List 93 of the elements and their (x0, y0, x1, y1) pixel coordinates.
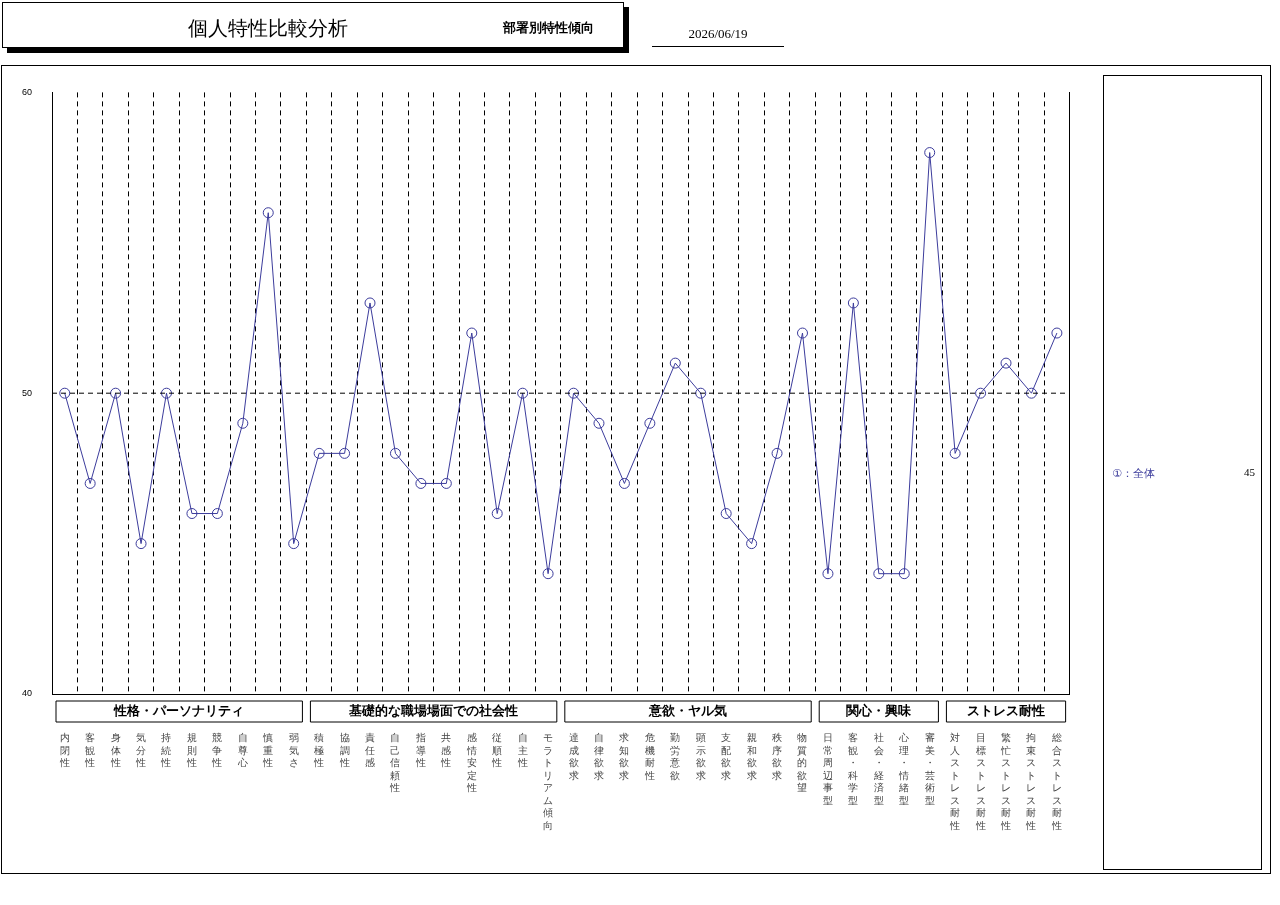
text: 2026/06/19 (652, 26, 784, 47)
point (186, 508, 198, 520)
point (59, 387, 71, 399)
text: 基礎的な職場場面での社会性 (348, 703, 519, 719)
point (110, 387, 122, 399)
x-tick-label: 自主性 (516, 732, 528, 768)
text: ストレス耐性 (967, 703, 1046, 719)
point (1000, 357, 1012, 369)
x-tick-label: 繁忙ストレス耐性 (1000, 732, 1012, 831)
point (389, 447, 401, 459)
x-tick-label: 責任感 (364, 732, 376, 768)
point (313, 447, 325, 459)
point (288, 538, 300, 550)
point (695, 387, 707, 399)
point (1025, 387, 1037, 399)
point (949, 447, 961, 459)
point (364, 297, 376, 309)
x-tick-label: 内閉性 (58, 732, 70, 768)
x-tick-label: 支配欲求 (721, 732, 732, 781)
x-tick-label: 自律欲求 (593, 732, 604, 781)
x-tick-label: 規則性 (185, 732, 197, 768)
x-tick-label: 心理・情緒型 (898, 732, 910, 806)
point (975, 387, 987, 399)
point (491, 508, 503, 520)
x-tick-label: 持続性 (160, 732, 172, 768)
x-tick-label: 審美・芸術型 (924, 732, 935, 806)
point (466, 327, 478, 339)
x-tick-label: 対人ストレス耐性 (949, 732, 961, 831)
point (771, 447, 783, 459)
text: 関心・興味 (846, 703, 913, 719)
x-tick-label: 感情安定性 (465, 732, 477, 793)
point (924, 147, 936, 159)
text: 45 (1244, 466, 1255, 478)
x-tick-label: 気分性 (135, 732, 147, 768)
point (517, 387, 529, 399)
point (669, 357, 681, 369)
x-tick-label: 達成欲求 (568, 732, 579, 781)
point (211, 508, 223, 520)
x-tick-label: 物質的欲望 (797, 732, 808, 793)
point (720, 508, 732, 520)
x-tick-label: 指導性 (414, 732, 426, 768)
x-tick-label: 積極性 (313, 732, 325, 768)
x-tick-label: 共感性 (440, 732, 452, 768)
point (822, 568, 834, 580)
y-tick-label: 50 (22, 387, 33, 398)
x-tick-label: 自己信頼性 (389, 732, 401, 793)
x-tick-label: 顕示欲求 (694, 732, 706, 781)
x-tick-label: 目標ストレス耐性 (974, 732, 986, 831)
x-tick-label: 協調性 (338, 732, 350, 768)
x-tick-label: 親和欲求 (746, 732, 757, 781)
x-tick-label: 日常周辺事型 (822, 732, 833, 806)
x-tick-label: 慎重性 (262, 732, 274, 768)
point (746, 538, 758, 550)
point (135, 538, 147, 550)
x-tick-label: 競争性 (211, 732, 223, 768)
chart-subtitle: 部署別特性傾向 (503, 19, 594, 37)
x-tick-label: 弱気さ (288, 732, 299, 768)
point (1051, 327, 1063, 339)
point (797, 327, 808, 339)
x-tick-label: 求知欲求 (619, 732, 630, 781)
x-tick-label: 従順性 (491, 732, 503, 768)
x-tick-label: 総合ストレス耐性 (1050, 732, 1062, 831)
point (568, 387, 580, 399)
text: 性格・パーソナリティ (113, 703, 245, 719)
point (644, 417, 656, 429)
chart-title: 個人特性比較分析 (188, 16, 348, 41)
text: ①：全体 (1112, 466, 1155, 481)
point (898, 568, 910, 580)
point (262, 207, 274, 219)
text: 意欲・ヤル気 (648, 703, 728, 719)
point (593, 417, 605, 429)
x-tick-label: 客観性 (84, 732, 96, 768)
point (873, 568, 885, 580)
x-tick-label: 自尊心 (236, 732, 248, 768)
point (84, 477, 96, 489)
point (847, 297, 859, 309)
point (339, 447, 351, 459)
y-tick-label: 40 (22, 688, 33, 699)
point (415, 477, 427, 489)
point (237, 417, 249, 429)
y-tick-label: 60 (22, 86, 33, 97)
x-tick-label: 身体性 (109, 732, 121, 768)
point (440, 477, 452, 489)
point (542, 568, 554, 580)
x-tick-label: 危機耐性 (643, 732, 655, 781)
x-tick-label: 勤労意欲 (669, 732, 681, 781)
x-tick-label: 客観・科学型 (848, 732, 859, 806)
x-tick-label: モラトリアム傾向 (543, 732, 554, 831)
x-tick-label: 社会・経済型 (872, 732, 884, 806)
point (618, 477, 630, 489)
x-tick-label: 秩序欲求 (772, 732, 783, 781)
x-tick-label: 拘束ストレス耐性 (1025, 732, 1037, 831)
point (160, 387, 172, 399)
